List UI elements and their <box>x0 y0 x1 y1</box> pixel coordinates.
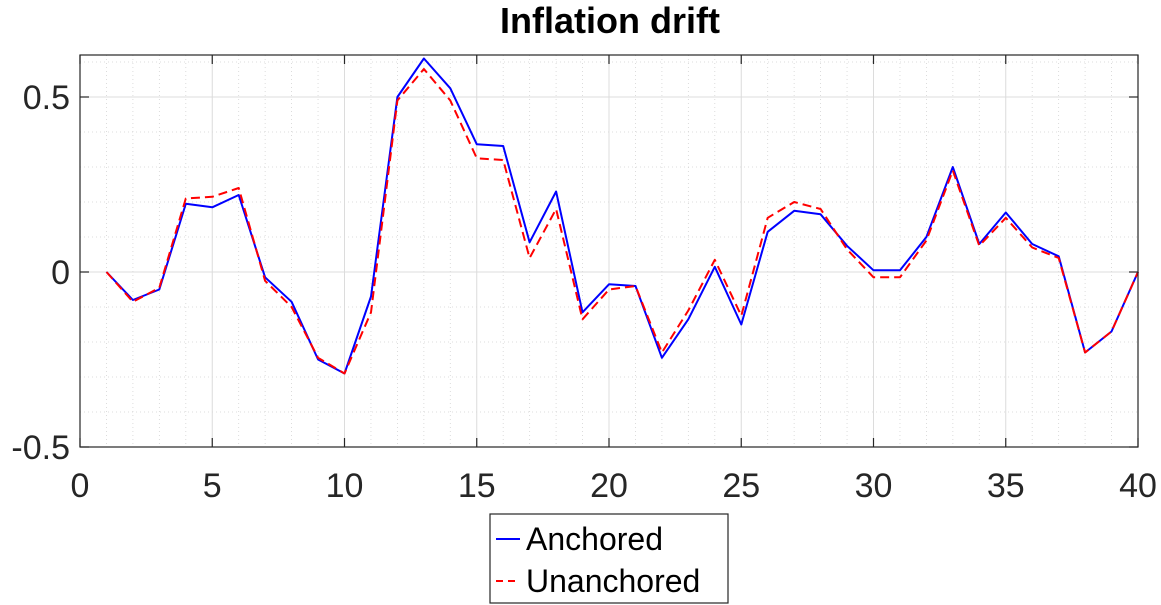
legend-box <box>489 513 729 604</box>
x-tick-label: 15 <box>458 467 496 505</box>
x-tick-label: 0 <box>71 467 90 505</box>
x-tick-label: 25 <box>722 467 760 505</box>
x-tick-label: 20 <box>590 467 628 505</box>
y-tick-label: 0 <box>51 254 70 292</box>
y-tick-labels: -0.5 0 0.5 <box>11 79 70 467</box>
x-tick-label: 30 <box>855 467 893 505</box>
series-line-unanchored <box>105 68 1139 375</box>
x-tick-label: 40 <box>1119 467 1157 505</box>
y-tick-label: 0.5 <box>23 79 70 117</box>
tick-marks <box>79 55 1139 448</box>
y-tick-label: -0.5 <box>11 429 70 467</box>
series-layer <box>105 57 1139 375</box>
legend: Anchored Unanchored <box>489 513 729 604</box>
x-tick-labels: 0 5 10 15 20 25 30 35 40 <box>71 467 1157 505</box>
x-tick-label: 35 <box>987 467 1025 505</box>
legend-label-unanchored: Unanchored <box>526 563 700 599</box>
x-tick-label: 10 <box>326 467 364 505</box>
x-tick-label: 5 <box>203 467 222 505</box>
series-line-anchored <box>105 57 1139 375</box>
chart-title: Inflation drift <box>500 0 720 41</box>
legend-label-anchored: Anchored <box>526 521 663 557</box>
